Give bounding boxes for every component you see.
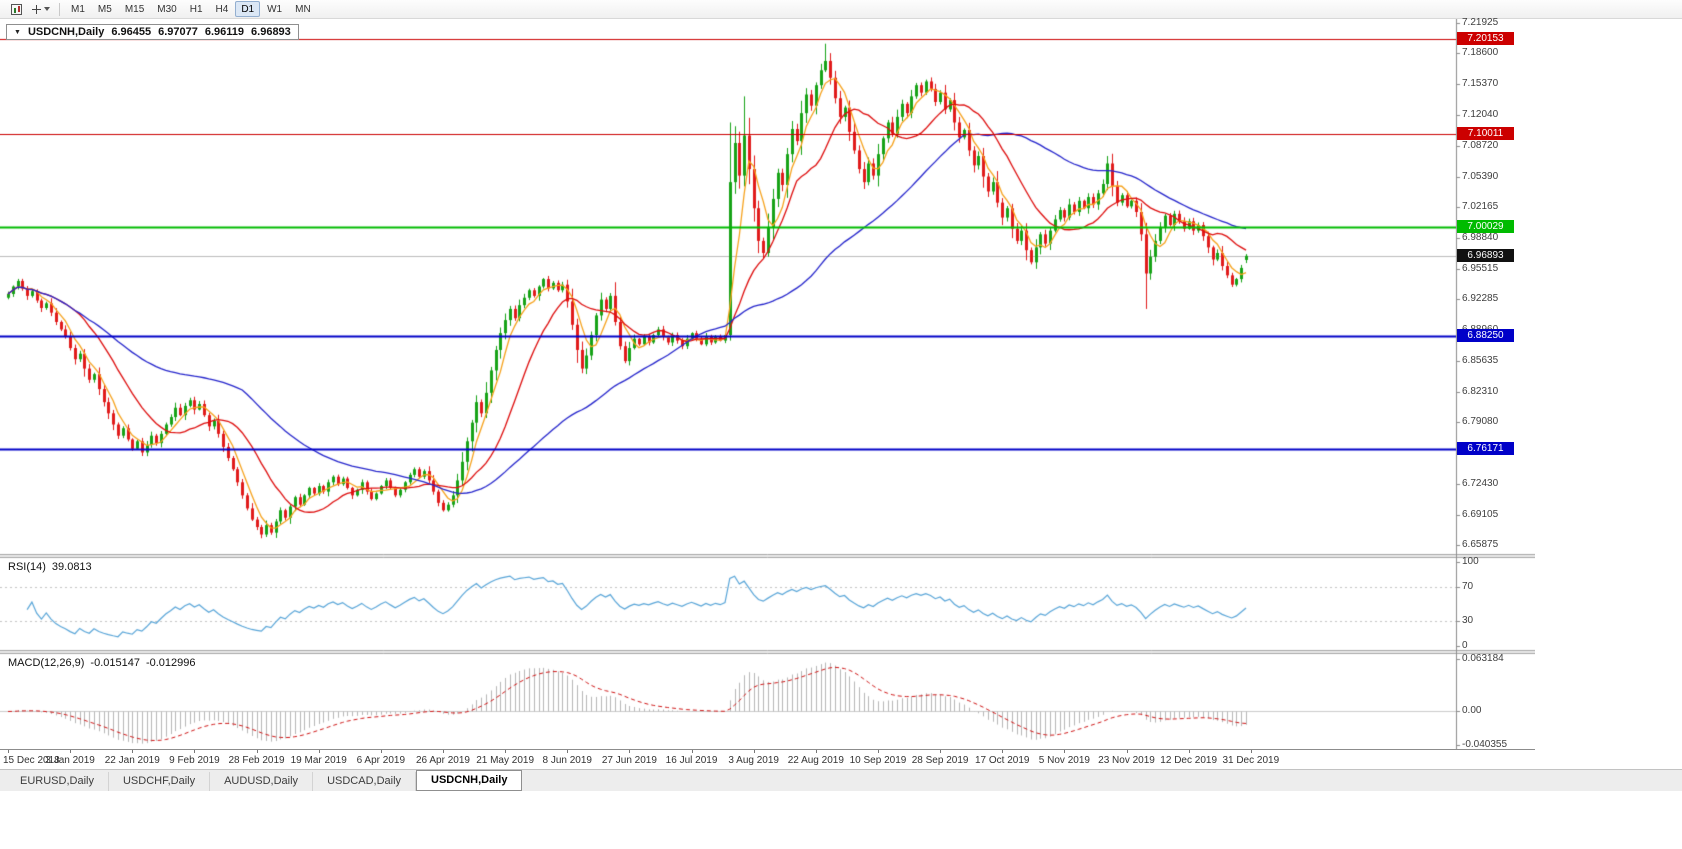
time-axis-tick xyxy=(1251,750,1252,753)
chart-tab-eurusd[interactable]: EURUSD,Daily xyxy=(6,772,109,791)
time-axis-label: 26 Apr 2019 xyxy=(416,755,470,766)
time-axis-tick xyxy=(319,750,320,753)
time-axis-label: 3 Aug 2019 xyxy=(728,755,779,766)
time-axis-tick xyxy=(194,750,195,753)
time-axis-tick xyxy=(505,750,506,753)
time-axis-label: 16 Jul 2019 xyxy=(665,755,718,766)
timeframe-button-w1[interactable]: W1 xyxy=(267,3,283,15)
time-axis-label: 12 Dec 2019 xyxy=(1160,755,1218,766)
time-axis-tick xyxy=(1189,750,1190,753)
time-axis-label: 3 Jan 2019 xyxy=(45,755,95,766)
timeframe-toolbar: M1 M5 M15 M30 H1 H4 D1 W1 MN xyxy=(0,0,1682,19)
timeframe-buttons-group: M1 M5 M15 M30 H1 H4 D1 W1 MN xyxy=(65,1,318,17)
chart-tab-usdcnh[interactable]: USDCNH,Daily xyxy=(416,770,523,791)
time-axis-label: 10 Sep 2019 xyxy=(849,755,907,766)
time-axis-tick xyxy=(381,750,382,753)
toolbar-separator xyxy=(59,2,60,16)
time-axis[interactable]: 15 Dec 2018 3 Jan 2019 22 Jan 2019 9 Feb 20… xyxy=(0,749,1535,769)
chart-tab-bar: EURUSD,Daily USDCHF,Daily AUDUSD,Daily USDC… xyxy=(0,769,1682,791)
crosshair-icon xyxy=(32,4,41,14)
time-axis-label: 28 Sep 2019 xyxy=(911,755,969,766)
timeframe-button-m15[interactable]: M15 xyxy=(124,3,145,15)
time-axis-tick xyxy=(692,750,693,753)
time-axis-tick xyxy=(70,750,71,753)
time-axis-label: 5 Nov 2019 xyxy=(1038,755,1090,766)
timeframe-button-m5[interactable]: M5 xyxy=(97,3,112,15)
timeframe-button-mn[interactable]: MN xyxy=(295,3,311,15)
time-axis-tick xyxy=(940,750,941,753)
time-axis-tick xyxy=(1064,750,1065,753)
timeframe-button-m1[interactable]: M1 xyxy=(71,3,85,15)
time-axis-tick xyxy=(754,750,755,753)
time-axis-label: 8 Jun 2019 xyxy=(542,755,593,766)
time-axis-label: 22 Jan 2019 xyxy=(104,755,160,766)
crosshair-tool-button[interactable] xyxy=(29,1,53,17)
time-axis-tick xyxy=(257,750,258,753)
chart-tab-usdcad[interactable]: USDCAD,Daily xyxy=(313,772,417,791)
chart-area: ▼ USDCNH,Daily 6.96455 6.97077 6.96119 6… xyxy=(0,17,1535,750)
timeframe-button-d1[interactable]: D1 xyxy=(235,1,261,17)
candlestick-chart-canvas[interactable] xyxy=(0,19,1535,749)
time-axis-label: 19 Mar 2019 xyxy=(290,755,347,766)
time-axis-tick xyxy=(443,750,444,753)
time-axis-label: 27 Jun 2019 xyxy=(601,755,657,766)
time-axis-tick xyxy=(816,750,817,753)
chart-tab-audusd[interactable]: AUDUSD,Daily xyxy=(210,772,314,791)
time-axis-tick xyxy=(1002,750,1003,753)
candlestick-chart-icon xyxy=(10,3,22,15)
timeframe-button-m30[interactable]: M30 xyxy=(157,3,177,15)
time-axis-label: 17 Oct 2019 xyxy=(974,755,1030,766)
time-axis-tick xyxy=(1127,750,1128,753)
time-axis-label: 9 Feb 2019 xyxy=(169,755,220,766)
time-axis-label: 6 Apr 2019 xyxy=(356,755,406,766)
timeframe-button-h4[interactable]: H4 xyxy=(215,3,229,15)
chart-tool-button[interactable] xyxy=(4,1,28,17)
chart-tab-usdchf[interactable]: USDCHF,Daily xyxy=(109,772,211,791)
time-axis-label: 22 Aug 2019 xyxy=(787,755,844,766)
time-axis-label: 23 Nov 2019 xyxy=(1098,755,1155,766)
time-axis-label: 21 May 2019 xyxy=(476,755,535,766)
time-axis-label: 15 Dec 2018 xyxy=(3,755,60,766)
time-axis-tick xyxy=(878,750,879,753)
time-axis-tick xyxy=(629,750,630,753)
time-axis-label: 28 Feb 2019 xyxy=(228,755,285,766)
time-axis-label: 31 Dec 2019 xyxy=(1222,755,1280,766)
time-axis-tick xyxy=(567,750,568,753)
time-axis-tick xyxy=(8,750,9,753)
time-axis-tick xyxy=(132,750,133,753)
timeframe-button-h1[interactable]: H1 xyxy=(189,3,203,15)
caret-down-icon xyxy=(44,7,50,11)
